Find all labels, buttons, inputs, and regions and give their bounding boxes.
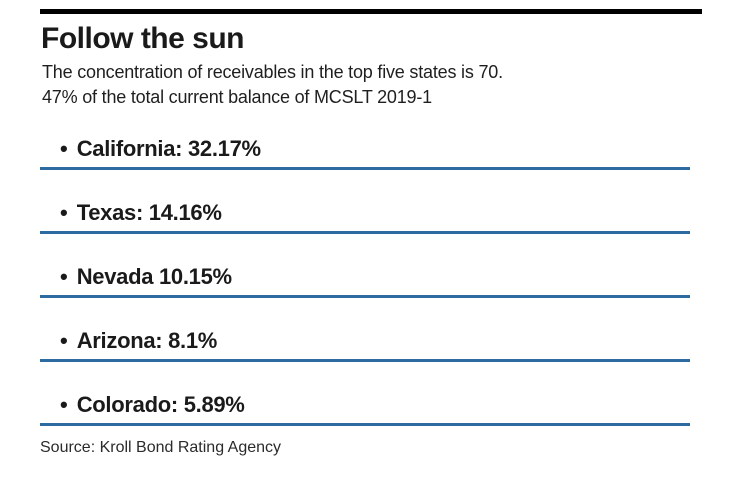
subtitle-line-1: The concentration of receivables in the … xyxy=(42,62,503,82)
list-item-label: Nevada 10.15% xyxy=(76,264,232,289)
list-item: • California: 32.17% xyxy=(40,112,690,170)
list-item: • Colorado: 5.89% xyxy=(40,362,690,426)
subtitle-line-2: 47% of the total current balance of MCSL… xyxy=(42,87,432,107)
bullet-icon: • xyxy=(60,392,68,417)
bullet-icon: • xyxy=(60,136,68,161)
list-item-label: Arizona: 8.1% xyxy=(76,328,218,353)
page-title: Follow the sun xyxy=(41,22,245,55)
chart-subtitle: The concentration of receivables in the … xyxy=(42,60,503,110)
list-item-label: California: 32.17% xyxy=(76,136,261,161)
list-item: • Arizona: 8.1% xyxy=(40,298,690,362)
bullet-icon: • xyxy=(60,264,68,289)
bullet-icon: • xyxy=(60,328,68,353)
source-attribution: Source: Kroll Bond Rating Agency xyxy=(40,439,282,456)
list-item-label: Texas: 14.16% xyxy=(76,200,222,225)
state-list: • California: 32.17% • Texas: 14.16% • N… xyxy=(40,112,690,426)
list-item: • Texas: 14.16% xyxy=(40,170,690,234)
list-item-label: Colorado: 5.89% xyxy=(76,392,245,417)
bullet-icon: • xyxy=(60,200,68,225)
top-rule xyxy=(40,9,702,14)
list-item: • Nevada 10.15% xyxy=(40,234,690,298)
